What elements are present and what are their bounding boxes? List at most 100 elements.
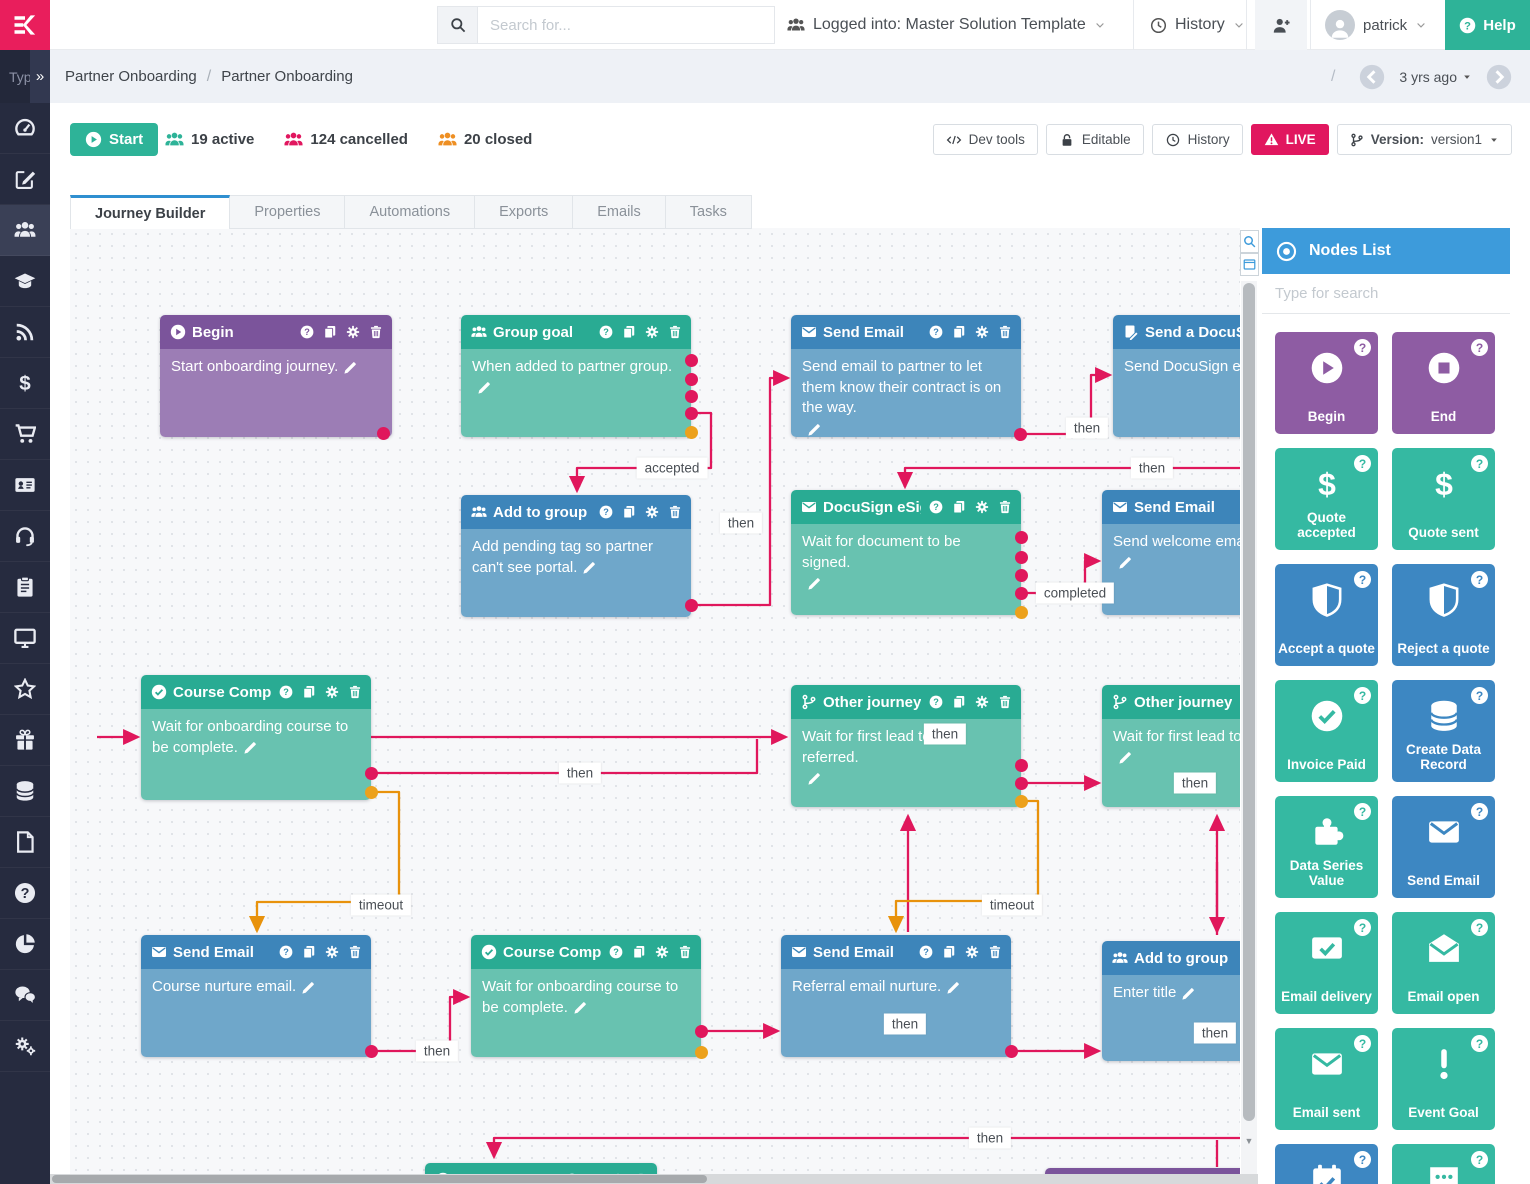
node-gear-icon[interactable] <box>975 500 989 514</box>
connection-anchor[interactable] <box>1014 550 1028 564</box>
node-gear-icon[interactable] <box>655 945 669 959</box>
nodes-search-input[interactable] <box>1262 274 1510 314</box>
version-dropdown[interactable]: Version: version1 <box>1336 124 1512 155</box>
journey-node[interactable]: Begin Start onboarding journey. <box>160 315 392 437</box>
tab-exports[interactable]: Exports <box>475 195 574 229</box>
dev-tools-button[interactable]: Dev tools <box>932 124 1038 155</box>
tile-help-icon[interactable]: ? <box>1354 1035 1371 1052</box>
node-trash-icon[interactable] <box>348 945 362 959</box>
node-description[interactable]: Send email to partner to let them know t… <box>791 349 1021 437</box>
sidebar-item-help[interactable] <box>0 868 50 919</box>
sidebar-item-support[interactable] <box>0 511 50 562</box>
node-description[interactable]: Wait for first lead to b <box>1102 719 1240 807</box>
connection-anchor[interactable] <box>1014 568 1028 582</box>
canvas-zoom-search-icon[interactable] <box>1240 230 1259 253</box>
tile-help-icon[interactable]: ? <box>1471 1035 1488 1052</box>
node-description[interactable]: Wait for onboarding course to be complet… <box>471 969 701 1057</box>
node-tile-begin[interactable]: ? Begin <box>1275 332 1378 434</box>
node-tile-email-delivery[interactable]: ? Email delivery <box>1275 912 1378 1014</box>
node-trash-icon[interactable] <box>668 325 682 339</box>
tile-help-icon[interactable]: ? <box>1471 455 1488 472</box>
journey-node[interactable] <box>425 1163 657 1174</box>
node-gear-icon[interactable] <box>965 945 979 959</box>
node-tile-event-goal[interactable]: ? Event Goal <box>1392 1028 1495 1130</box>
node-description[interactable]: Wait for first lead to be referred. <box>791 719 1021 807</box>
node-copy-icon[interactable] <box>622 505 636 519</box>
connection-anchor[interactable] <box>1014 794 1028 808</box>
node-help-icon[interactable] <box>929 695 943 709</box>
connection-anchor[interactable] <box>1013 427 1027 441</box>
search-icon[interactable] <box>437 6 477 44</box>
node-trash-icon[interactable] <box>369 325 383 339</box>
tile-help-icon[interactable]: ? <box>1354 571 1371 588</box>
node-description[interactable]: Enter title <box>1102 975 1240 1061</box>
live-status-badge[interactable]: LIVE <box>1250 124 1329 155</box>
start-button[interactable]: Start <box>70 123 159 156</box>
connection-anchor[interactable] <box>684 425 698 439</box>
tab-journey-builder[interactable]: Journey Builder <box>70 195 231 229</box>
node-tile-hidden[interactable]: ? <box>1275 1144 1378 1184</box>
journey-node[interactable]: Other journey ... Wait for first lead to… <box>1102 685 1240 807</box>
tab-tasks[interactable]: Tasks <box>665 195 752 229</box>
tile-help-icon[interactable]: ? <box>1354 455 1371 472</box>
sidebar-expand-button[interactable]: » <box>30 50 50 103</box>
sidebar-item-contact-card[interactable] <box>0 460 50 511</box>
canvas-minimap-icon[interactable] <box>1240 253 1259 276</box>
sidebar-item-education[interactable] <box>0 256 50 307</box>
tile-help-icon[interactable]: ? <box>1471 919 1488 936</box>
editable-button[interactable]: Editable <box>1045 124 1144 155</box>
user-menu[interactable]: patrick <box>1325 0 1427 50</box>
node-help-icon[interactable] <box>929 325 943 339</box>
horizontal-scroll-thumb[interactable] <box>52 1175 707 1183</box>
canvas-horizontal-scrollbar[interactable] <box>50 1174 1258 1184</box>
node-help-icon[interactable] <box>279 945 293 959</box>
node-copy-icon[interactable] <box>302 685 316 699</box>
journey-node[interactable]: DocuSign eSig... Wait for document to be… <box>791 490 1021 615</box>
connection-anchor[interactable] <box>684 372 698 386</box>
node-copy-icon[interactable] <box>323 325 337 339</box>
journey-node[interactable]: Send Email Send welcome email t <box>1102 490 1240 615</box>
node-description[interactable]: Wait for document to be signed. <box>791 524 1021 615</box>
tile-help-icon[interactable]: ? <box>1354 339 1371 356</box>
canvas-vertical-scrollbar[interactable]: ▼ <box>1241 281 1257 1174</box>
tile-help-icon[interactable]: ? <box>1354 803 1371 820</box>
node-description[interactable]: Send DocuSign enve <box>1113 349 1240 437</box>
node-copy-icon[interactable] <box>952 695 966 709</box>
breadcrumb-item[interactable]: Partner Onboarding <box>65 68 197 85</box>
node-trash-icon[interactable] <box>348 685 362 699</box>
journey-node[interactable]: Send Email Send email to partner to let … <box>791 315 1021 437</box>
node-tile-email-open[interactable]: ? Email open <box>1392 912 1495 1014</box>
node-description[interactable]: Start onboarding journey. <box>160 349 392 437</box>
help-button[interactable]: Help <box>1445 0 1530 50</box>
sidebar-item-settings[interactable] <box>0 1021 50 1072</box>
journey-node[interactable]: Add to group Enter title <box>1102 941 1240 1061</box>
connection-anchor[interactable] <box>1014 776 1028 790</box>
sidebar-item-favorites[interactable] <box>0 664 50 715</box>
scroll-down-arrow-icon[interactable]: ▼ <box>1244 1136 1254 1146</box>
tab-emails[interactable]: Emails <box>573 195 666 229</box>
node-gear-icon[interactable] <box>645 325 659 339</box>
node-copy-icon[interactable] <box>622 325 636 339</box>
node-trash-icon[interactable] <box>998 500 1012 514</box>
history-age-dropdown[interactable]: 3 yrs ago <box>1399 69 1472 85</box>
connection-anchor[interactable] <box>1014 586 1028 600</box>
sidebar-item-cart[interactable] <box>0 409 50 460</box>
node-copy-icon[interactable] <box>952 325 966 339</box>
node-description[interactable]: Wait for onboarding course to be complet… <box>141 709 371 800</box>
node-tile-data-series-value[interactable]: ? Data Series Value <box>1275 796 1378 898</box>
tab-properties[interactable]: Properties <box>230 195 346 229</box>
node-tile-hidden[interactable]: ? <box>1392 1144 1495 1184</box>
node-description[interactable]: Add pending tag so partner can't see por… <box>461 529 691 617</box>
history-button[interactable]: History <box>1151 124 1243 155</box>
node-help-icon[interactable] <box>919 945 933 959</box>
node-help-icon[interactable] <box>609 945 623 959</box>
node-trash-icon[interactable] <box>998 325 1012 339</box>
node-trash-icon[interactable] <box>998 695 1012 709</box>
sidebar-item-feeds[interactable] <box>0 307 50 358</box>
tile-help-icon[interactable]: ? <box>1471 687 1488 704</box>
node-tile-reject-a-quote[interactable]: ? Reject a quote <box>1392 564 1495 666</box>
add-user-button[interactable] <box>1255 0 1307 50</box>
search-input[interactable] <box>477 6 775 44</box>
node-help-icon[interactable] <box>929 500 943 514</box>
node-trash-icon[interactable] <box>668 505 682 519</box>
